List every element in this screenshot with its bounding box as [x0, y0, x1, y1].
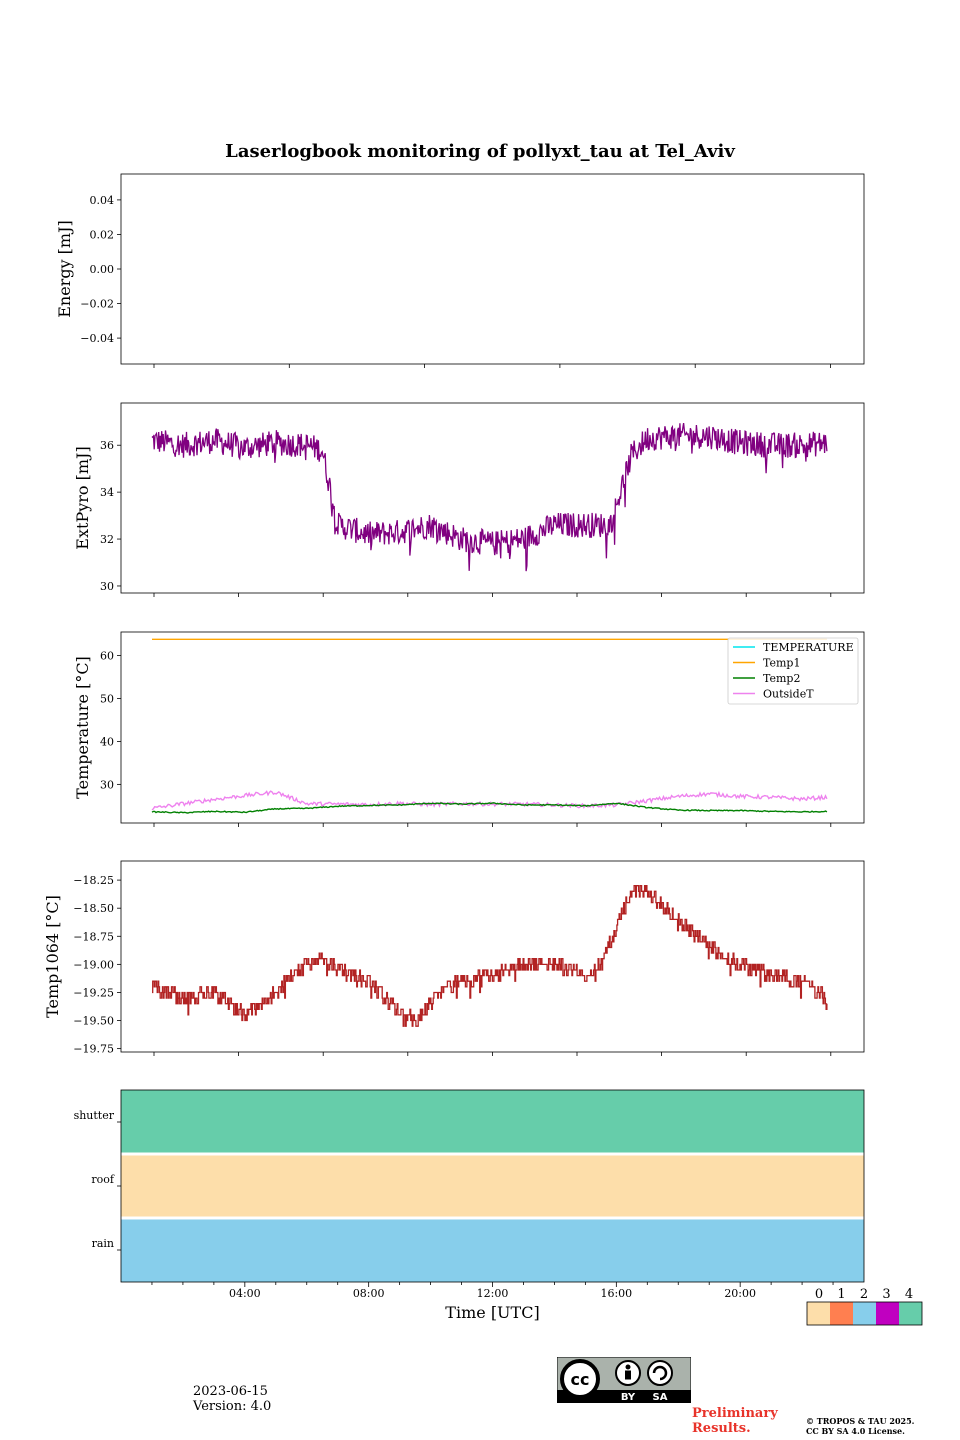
y-tick-label: 40 — [100, 735, 114, 748]
footer-version: Version: 4.0 — [193, 1399, 272, 1414]
figure-title: Laserlogbook monitoring of pollyxt_tau a… — [225, 141, 735, 162]
x-tick-label: 12:00 — [477, 1287, 509, 1300]
series-line-temp2 — [151, 802, 828, 814]
colorbar-tick-label: 1 — [837, 1287, 845, 1302]
legend-label: Temp2 — [763, 672, 800, 685]
y-axis-label: Energy [mJ] — [55, 220, 74, 318]
status-row-label: rain — [92, 1237, 114, 1250]
colorbar-tick-label: 3 — [882, 1287, 890, 1302]
y-tick-label: −19.00 — [73, 958, 114, 971]
colorbar-frame — [806, 1301, 923, 1326]
y-tick-label: −18.50 — [73, 902, 114, 915]
y-tick-label: 50 — [100, 693, 114, 706]
preliminary-results-note: Preliminary Results. — [692, 1406, 778, 1436]
y-tick-label: 0.02 — [90, 228, 115, 241]
copyright-line-2: CC BY SA 4.0 License. — [806, 1426, 905, 1436]
status-row-label: roof — [91, 1173, 115, 1186]
series-line-temp1064 — [152, 885, 828, 1027]
legend-label: Temp1 — [763, 657, 800, 670]
y-tick-label: −19.25 — [73, 986, 114, 999]
status-row-roof — [121, 1154, 864, 1218]
footer-date: 2023-06-15 — [193, 1384, 268, 1399]
x-tick-label: 04:00 — [229, 1287, 261, 1300]
svg-text:cc: cc — [571, 1370, 590, 1389]
colorbar-segment-3 — [876, 1302, 899, 1325]
preliminary-line-2: Results. — [692, 1421, 751, 1436]
y-tick-label: 32 — [100, 533, 114, 546]
colorbar-segment-2 — [853, 1302, 876, 1325]
axes-frame-1 — [120, 402, 865, 594]
colorbar-tick-label: 4 — [905, 1287, 913, 1302]
series-line-extpyro — [151, 422, 828, 572]
series-line-outsidet — [151, 790, 828, 811]
y-tick-label: −18.75 — [73, 930, 114, 943]
svg-text:SA: SA — [653, 1392, 668, 1403]
status-row-rain — [121, 1218, 864, 1282]
y-tick-label: −0.04 — [80, 332, 114, 345]
footer-date-block: 2023-06-15 Version: 4.0 — [193, 1384, 271, 1414]
status-row-label: shutter — [74, 1109, 115, 1122]
copyright-line-1: © TROPOS & TAU 2025. — [806, 1416, 915, 1426]
y-axis-label: Temp1064 [°C] — [43, 895, 62, 1018]
y-tick-label: 30 — [100, 580, 114, 593]
x-axis-label: Time [UTC] — [445, 1303, 539, 1322]
legend-box — [727, 637, 859, 705]
y-tick-label: −18.25 — [73, 874, 114, 887]
y-tick-label: 60 — [100, 650, 114, 663]
axes-frame-3 — [120, 860, 865, 1053]
y-tick-label: 0.04 — [90, 194, 115, 207]
y-tick-label: 30 — [100, 778, 114, 791]
colorbar-segment-4 — [899, 1302, 922, 1325]
y-tick-label: −19.75 — [73, 1043, 114, 1056]
x-tick-label: 08:00 — [353, 1287, 385, 1300]
x-tick-label: 20:00 — [724, 1287, 756, 1300]
x-tick-label: 16:00 — [600, 1287, 632, 1300]
y-tick-label: 36 — [100, 439, 114, 452]
axes-frame-0 — [120, 173, 865, 365]
y-tick-label: −19.50 — [73, 1015, 114, 1028]
y-axis-label: ExtPyro [mJ] — [73, 446, 92, 549]
preliminary-line-1: Preliminary — [692, 1406, 778, 1421]
legend-label: OutsideT — [763, 688, 814, 701]
y-tick-label: 0.00 — [90, 263, 115, 276]
cc-license-badge: cc BY SA — [557, 1357, 691, 1403]
svg-text:BY: BY — [621, 1392, 636, 1403]
y-tick-label: 34 — [100, 486, 114, 499]
colorbar-segment-1 — [830, 1302, 853, 1325]
copyright-note: © TROPOS & TAU 2025. CC BY SA 4.0 Licens… — [806, 1416, 914, 1436]
y-tick-label: −0.02 — [80, 298, 114, 311]
colorbar-tick-label: 0 — [815, 1287, 823, 1302]
colorbar-segment-0 — [807, 1302, 830, 1325]
y-axis-label: Temperature [°C] — [73, 656, 92, 799]
status-row-shutter — [121, 1090, 864, 1154]
legend-label: TEMPERATURE — [763, 641, 854, 654]
colorbar-tick-label: 2 — [860, 1287, 868, 1302]
